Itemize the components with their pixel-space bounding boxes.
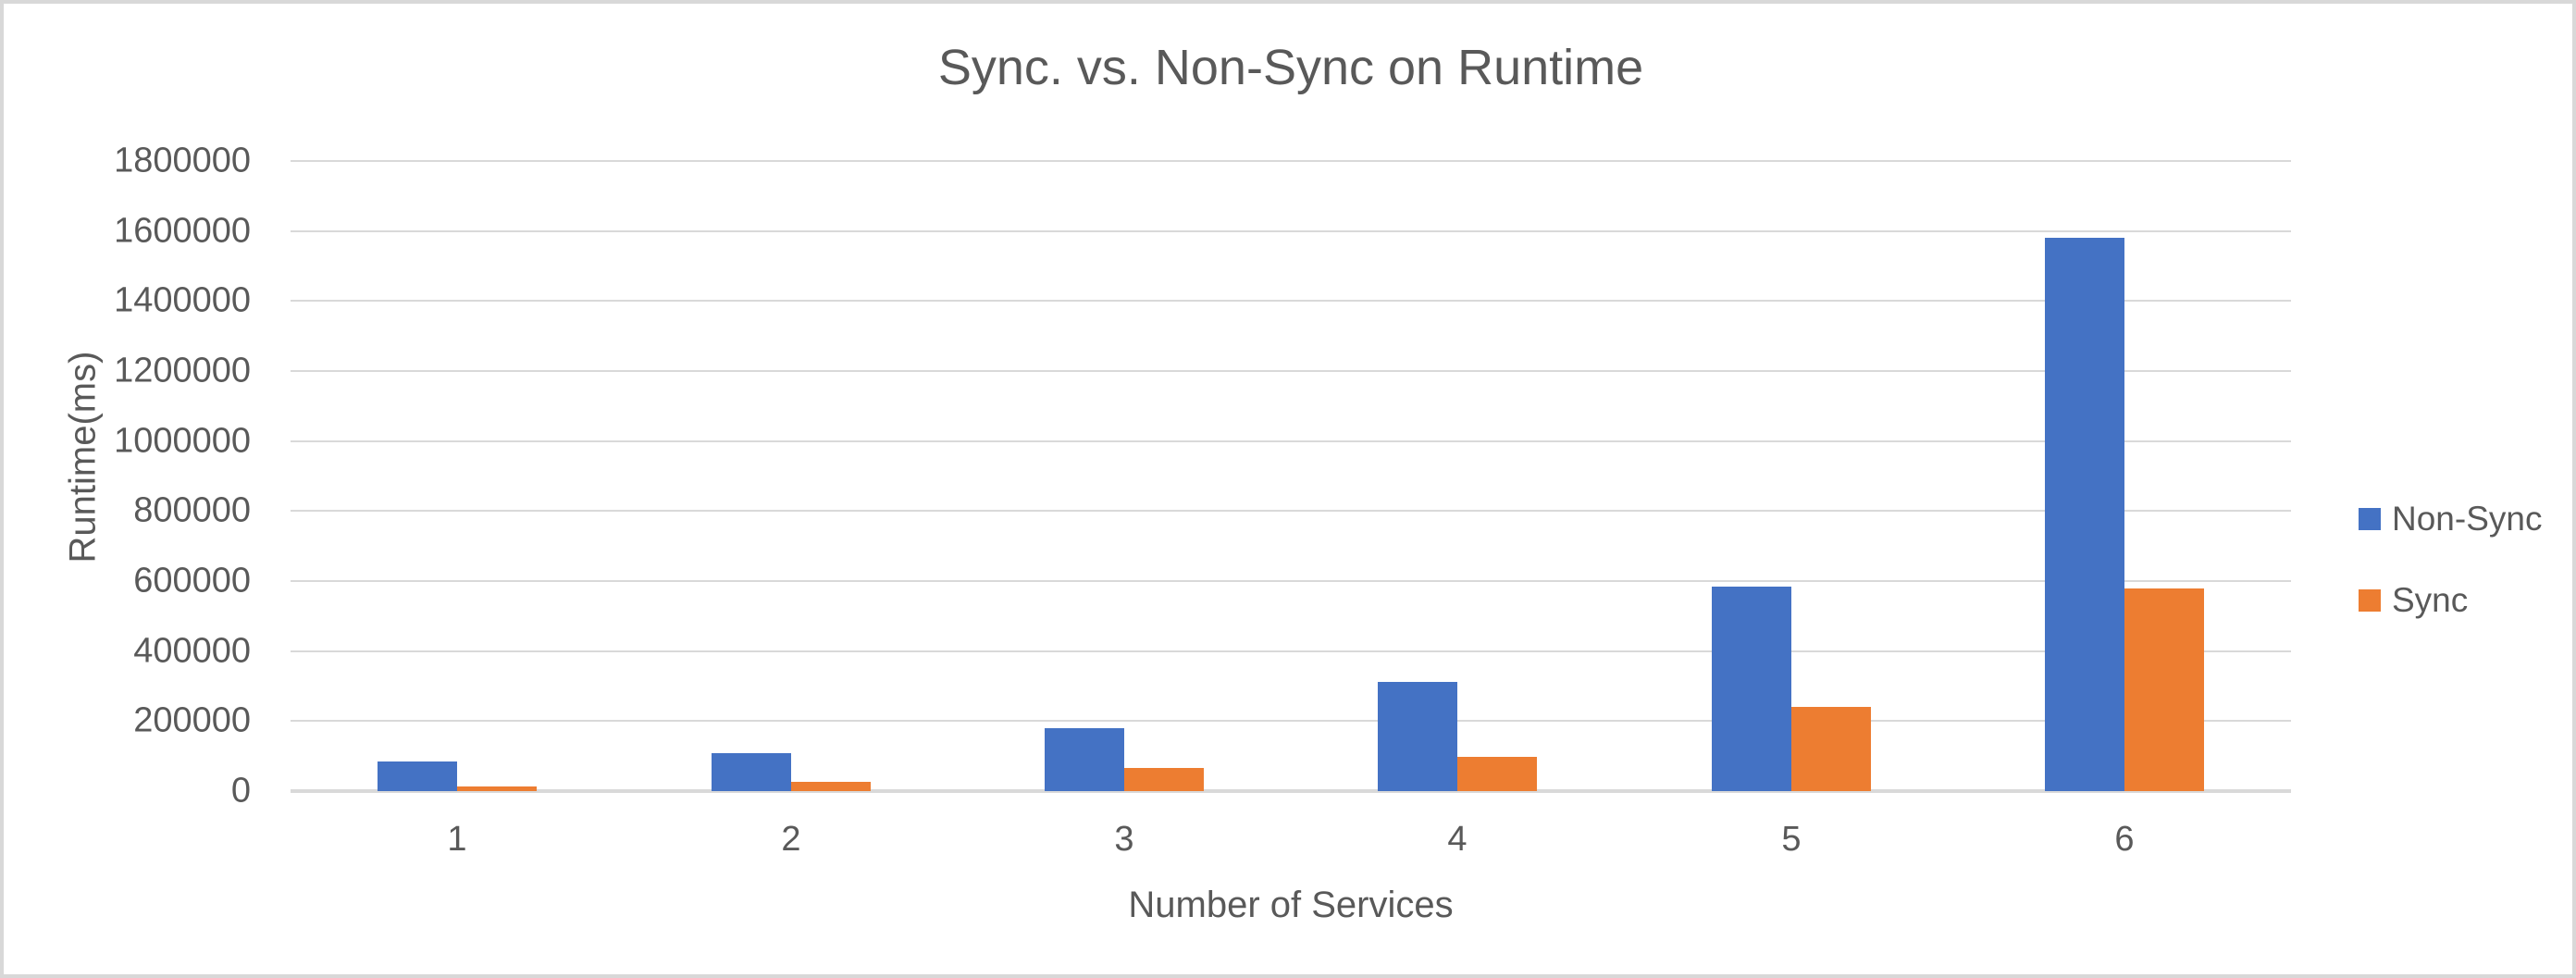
bar-sync-5 bbox=[1791, 707, 1871, 791]
x-axis-title: Number of Services bbox=[1128, 885, 1454, 925]
x-tick-label: 3 bbox=[1114, 820, 1134, 859]
gridline bbox=[291, 160, 2291, 162]
bar-non-sync-3 bbox=[1045, 728, 1124, 791]
x-axis-line bbox=[291, 789, 2291, 793]
gridline bbox=[291, 300, 2291, 302]
y-tick-label: 0 bbox=[230, 771, 251, 811]
bar-non-sync-6 bbox=[2045, 238, 2124, 791]
gridline bbox=[291, 580, 2291, 582]
bar-non-sync-1 bbox=[378, 761, 457, 791]
legend-swatch-icon bbox=[2359, 508, 2381, 530]
bar-sync-4 bbox=[1457, 757, 1537, 791]
bar-sync-2 bbox=[791, 782, 871, 791]
bar-sync-6 bbox=[2124, 588, 2204, 791]
y-tick-label: 400000 bbox=[133, 631, 251, 671]
y-tick-label: 1800000 bbox=[114, 141, 251, 180]
y-tick-label: 1600000 bbox=[114, 211, 251, 251]
bar-non-sync-5 bbox=[1712, 587, 1791, 791]
gridline bbox=[291, 440, 2291, 442]
y-tick-label: 600000 bbox=[133, 561, 251, 600]
x-tick-label: 2 bbox=[781, 820, 801, 859]
bar-non-sync-2 bbox=[712, 753, 791, 791]
x-tick-label: 1 bbox=[447, 820, 467, 859]
y-tick-label: 200000 bbox=[133, 700, 251, 740]
legend-label: Non-Sync bbox=[2392, 500, 2543, 538]
y-tick-label: 1400000 bbox=[114, 280, 251, 320]
gridline bbox=[291, 370, 2291, 372]
gridline bbox=[291, 510, 2291, 512]
plot-area bbox=[291, 160, 2291, 793]
gridline bbox=[291, 650, 2291, 652]
y-axis-title: Runtime(ms) bbox=[62, 351, 104, 563]
gridline bbox=[291, 720, 2291, 722]
chart-title: Sync. vs. Non-Sync on Runtime bbox=[937, 40, 1644, 95]
y-tick-label: 1000000 bbox=[114, 421, 251, 461]
x-tick-label: 4 bbox=[1447, 820, 1468, 859]
bar-non-sync-4 bbox=[1378, 682, 1457, 791]
legend-item-sync: Sync bbox=[2359, 581, 2542, 620]
x-tick-label: 5 bbox=[1781, 820, 1802, 859]
y-tick-label: 800000 bbox=[133, 490, 251, 530]
gridline bbox=[291, 230, 2291, 232]
bar-sync-3 bbox=[1124, 768, 1204, 791]
legend-item-non-sync: Non-Sync bbox=[2359, 500, 2542, 539]
legend: Non-Sync Sync bbox=[2359, 500, 2542, 620]
y-tick-label: 1200000 bbox=[114, 351, 251, 390]
x-tick-label: 6 bbox=[2114, 820, 2135, 859]
bar-sync-1 bbox=[457, 786, 537, 791]
legend-swatch-icon bbox=[2359, 589, 2381, 612]
legend-label: Sync bbox=[2392, 581, 2469, 619]
